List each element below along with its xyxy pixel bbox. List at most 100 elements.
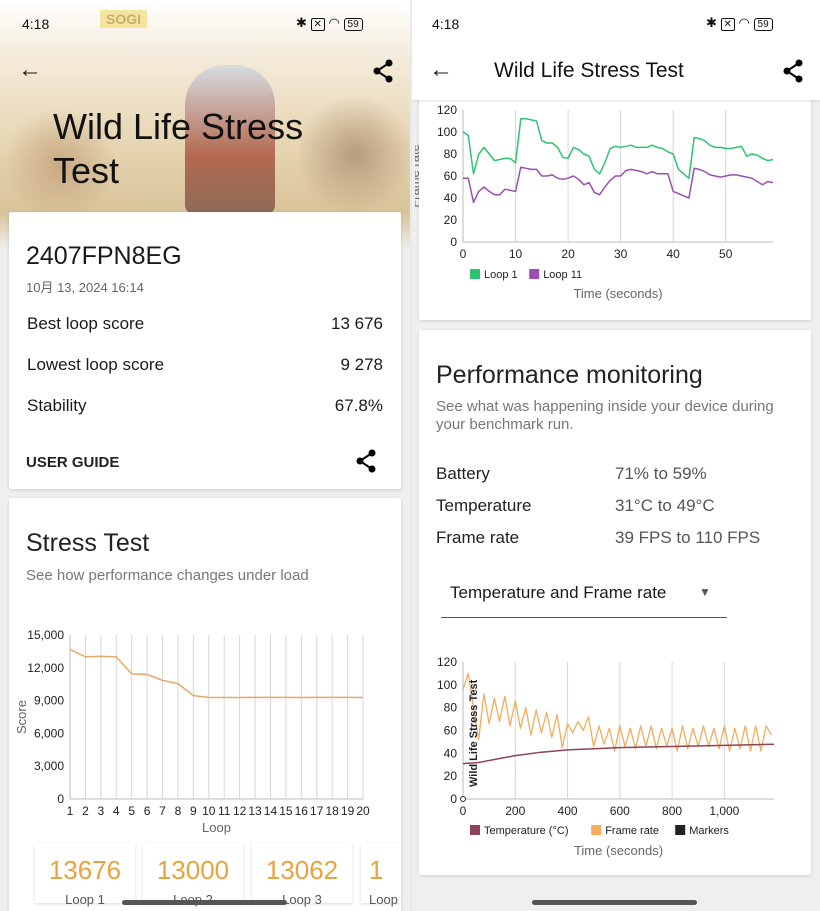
x-tick-label: 20 <box>561 247 575 261</box>
label: Best loop score <box>27 314 145 333</box>
wifi-icon: ◠ <box>738 15 750 30</box>
score-line <box>69 648 364 699</box>
x-tick-label: 400 <box>558 804 578 818</box>
share-icon[interactable] <box>372 59 394 83</box>
value: 67.8% <box>334 396 383 415</box>
x-tick-label: 200 <box>505 804 525 818</box>
x-axis-title: Time (seconds) <box>574 843 663 858</box>
x-tick-label: 11 <box>218 804 231 818</box>
result-card: 2407FPN8EG 10月 13, 2024 16:14 Best loop … <box>9 212 401 489</box>
x-tick-label: 9 <box>190 804 197 818</box>
x-tick-label: 50 <box>719 247 733 261</box>
stability-row: Stability 67.8% <box>27 396 383 416</box>
temperature-value: 31°C to 49°C <box>615 496 715 515</box>
share-icon[interactable] <box>782 59 804 83</box>
x-tick-label: 3 <box>97 804 104 818</box>
chevron-down-icon: ▼ <box>699 585 711 599</box>
x-tick-label: 1 <box>67 804 74 818</box>
label: Lowest loop score <box>27 355 165 374</box>
x-tick-label: 0 <box>460 247 467 261</box>
x-tick-label: 10 <box>202 804 216 818</box>
left-screen: SOGI 4:18 ✱ ✕ ◠ 59 ← Wild Life Stress Te… <box>0 0 410 911</box>
y-tick-label: 120 <box>437 103 457 117</box>
right-screen: 4:18 ✱ ✕ ◠ 59 ← Wild Life Stress Test Pe… <box>412 0 820 911</box>
user-guide-link[interactable]: USER GUIDE <box>26 454 120 471</box>
y-tick-label: 6,000 <box>34 726 64 740</box>
frame-rate-label: Frame rate <box>436 528 520 547</box>
y-tick-label: 0 <box>57 792 64 806</box>
legend-swatch <box>529 269 540 279</box>
y-tick-label: 120 <box>437 655 457 669</box>
share-result-icon[interactable] <box>355 449 377 473</box>
y-tick-label: 60 <box>444 169 458 183</box>
status-icons: ✱ ✕ ◠ 59 <box>706 15 773 31</box>
app-header: 4:18 ✱ ✕ ◠ 59 ← Wild Life Stress Test <box>412 0 820 100</box>
wifi-icon: ◠ <box>328 15 340 30</box>
legend-label: Temperature (°C) <box>484 825 568 837</box>
legend-label: Loop 11 <box>543 269 582 281</box>
stress-title: Stress Test <box>26 529 150 557</box>
y-tick-label: 100 <box>437 678 457 692</box>
x-tick-label: 20 <box>356 804 370 818</box>
battery-label: Battery <box>436 464 490 483</box>
y-tick-label: 40 <box>444 746 458 760</box>
x-tick-label: 10 <box>509 247 523 261</box>
chart-type-dropdown[interactable]: Temperature and Frame rate ▼ <box>441 573 727 618</box>
temperature-line <box>462 743 775 765</box>
back-button[interactable]: ← <box>429 56 453 83</box>
x-tick-label: 600 <box>610 804 630 818</box>
x-tick-label: 8 <box>175 804 182 818</box>
label: Stability <box>27 396 87 415</box>
series-line-loop-1 <box>462 118 774 179</box>
y-tick-label: 80 <box>444 701 458 715</box>
bluetooth-icon: ✱ <box>706 15 717 30</box>
header-title: Wild Life Stress Test <box>494 59 684 82</box>
performance-card: Performance monitoring See what was happ… <box>419 330 811 875</box>
x-tick-label: 13 <box>248 804 262 818</box>
x-tick-label: 15 <box>279 804 293 818</box>
y-tick-label: 0 <box>450 235 457 249</box>
legend-swatch <box>675 825 686 835</box>
y-tick-label: 60 <box>444 724 458 738</box>
x-tick-label: 40 <box>666 247 680 261</box>
battery-value: 71% to 59% <box>615 464 707 483</box>
marker-label: Wild Life Stress Test <box>468 679 480 787</box>
y-tick-label: 12,000 <box>27 661 64 675</box>
page-title: Wild Life Stress Test <box>53 106 304 191</box>
test-date: 10月 13, 2024 16:14 <box>26 280 144 295</box>
best-loop-row: Best loop score 13 676 <box>27 314 383 334</box>
status-time: 4:18 <box>432 16 460 32</box>
stress-subtitle: See how performance changes under load <box>26 567 309 584</box>
home-indicator[interactable] <box>532 900 697 905</box>
x-tick-label: 5 <box>128 804 135 818</box>
x-tick-label: 14 <box>264 804 278 818</box>
back-button[interactable]: ← <box>18 56 42 83</box>
sim-icon: ✕ <box>720 18 735 31</box>
value: 13 676 <box>331 314 383 333</box>
loop-frame-rate-chart: 0 10 20 30 40 50 0 20 40 60 80 100 120 Time (seconds)… <box>415 103 774 301</box>
battery-icon: 59 <box>753 18 773 31</box>
y-axis-title: Frame rate <box>415 144 422 208</box>
device-name: 2407FPN8EG <box>26 242 182 270</box>
temperature-frame-rate-chart: 0 200 400 600 800 1,000 0 20 40 60 80 100 120 Time (s… <box>437 655 775 858</box>
legend-swatch <box>591 825 602 835</box>
stress-score-chart: 1 2 3 4 5 6 7 8 9 10 11 12 13 14 15 16 17 18 19 2003,0006,0… <box>14 628 370 835</box>
sim-icon: ✕ <box>310 18 325 31</box>
series-line-loop-11 <box>463 166 774 204</box>
x-tick-label: 2 <box>82 804 89 818</box>
home-indicator[interactable] <box>122 900 287 905</box>
legend-label: Frame rate <box>605 825 659 837</box>
perf-title: Performance monitoring <box>436 361 703 389</box>
status-time: 4:18 <box>22 16 50 32</box>
frame-rate-value: 39 FPS to 110 FPS <box>615 528 761 547</box>
x-tick-label: 800 <box>662 804 682 818</box>
x-tick-label: 4 <box>113 804 120 818</box>
x-tick-label: 1,000 <box>709 804 739 818</box>
y-tick-label: 20 <box>444 213 458 227</box>
x-tick-label: 19 <box>341 804 355 818</box>
legend-swatch <box>470 269 480 279</box>
y-tick-label: 9,000 <box>34 694 64 708</box>
y-tick-label: 20 <box>444 769 458 783</box>
frame-rate-line <box>462 672 772 752</box>
y-tick-label: 100 <box>437 125 457 139</box>
